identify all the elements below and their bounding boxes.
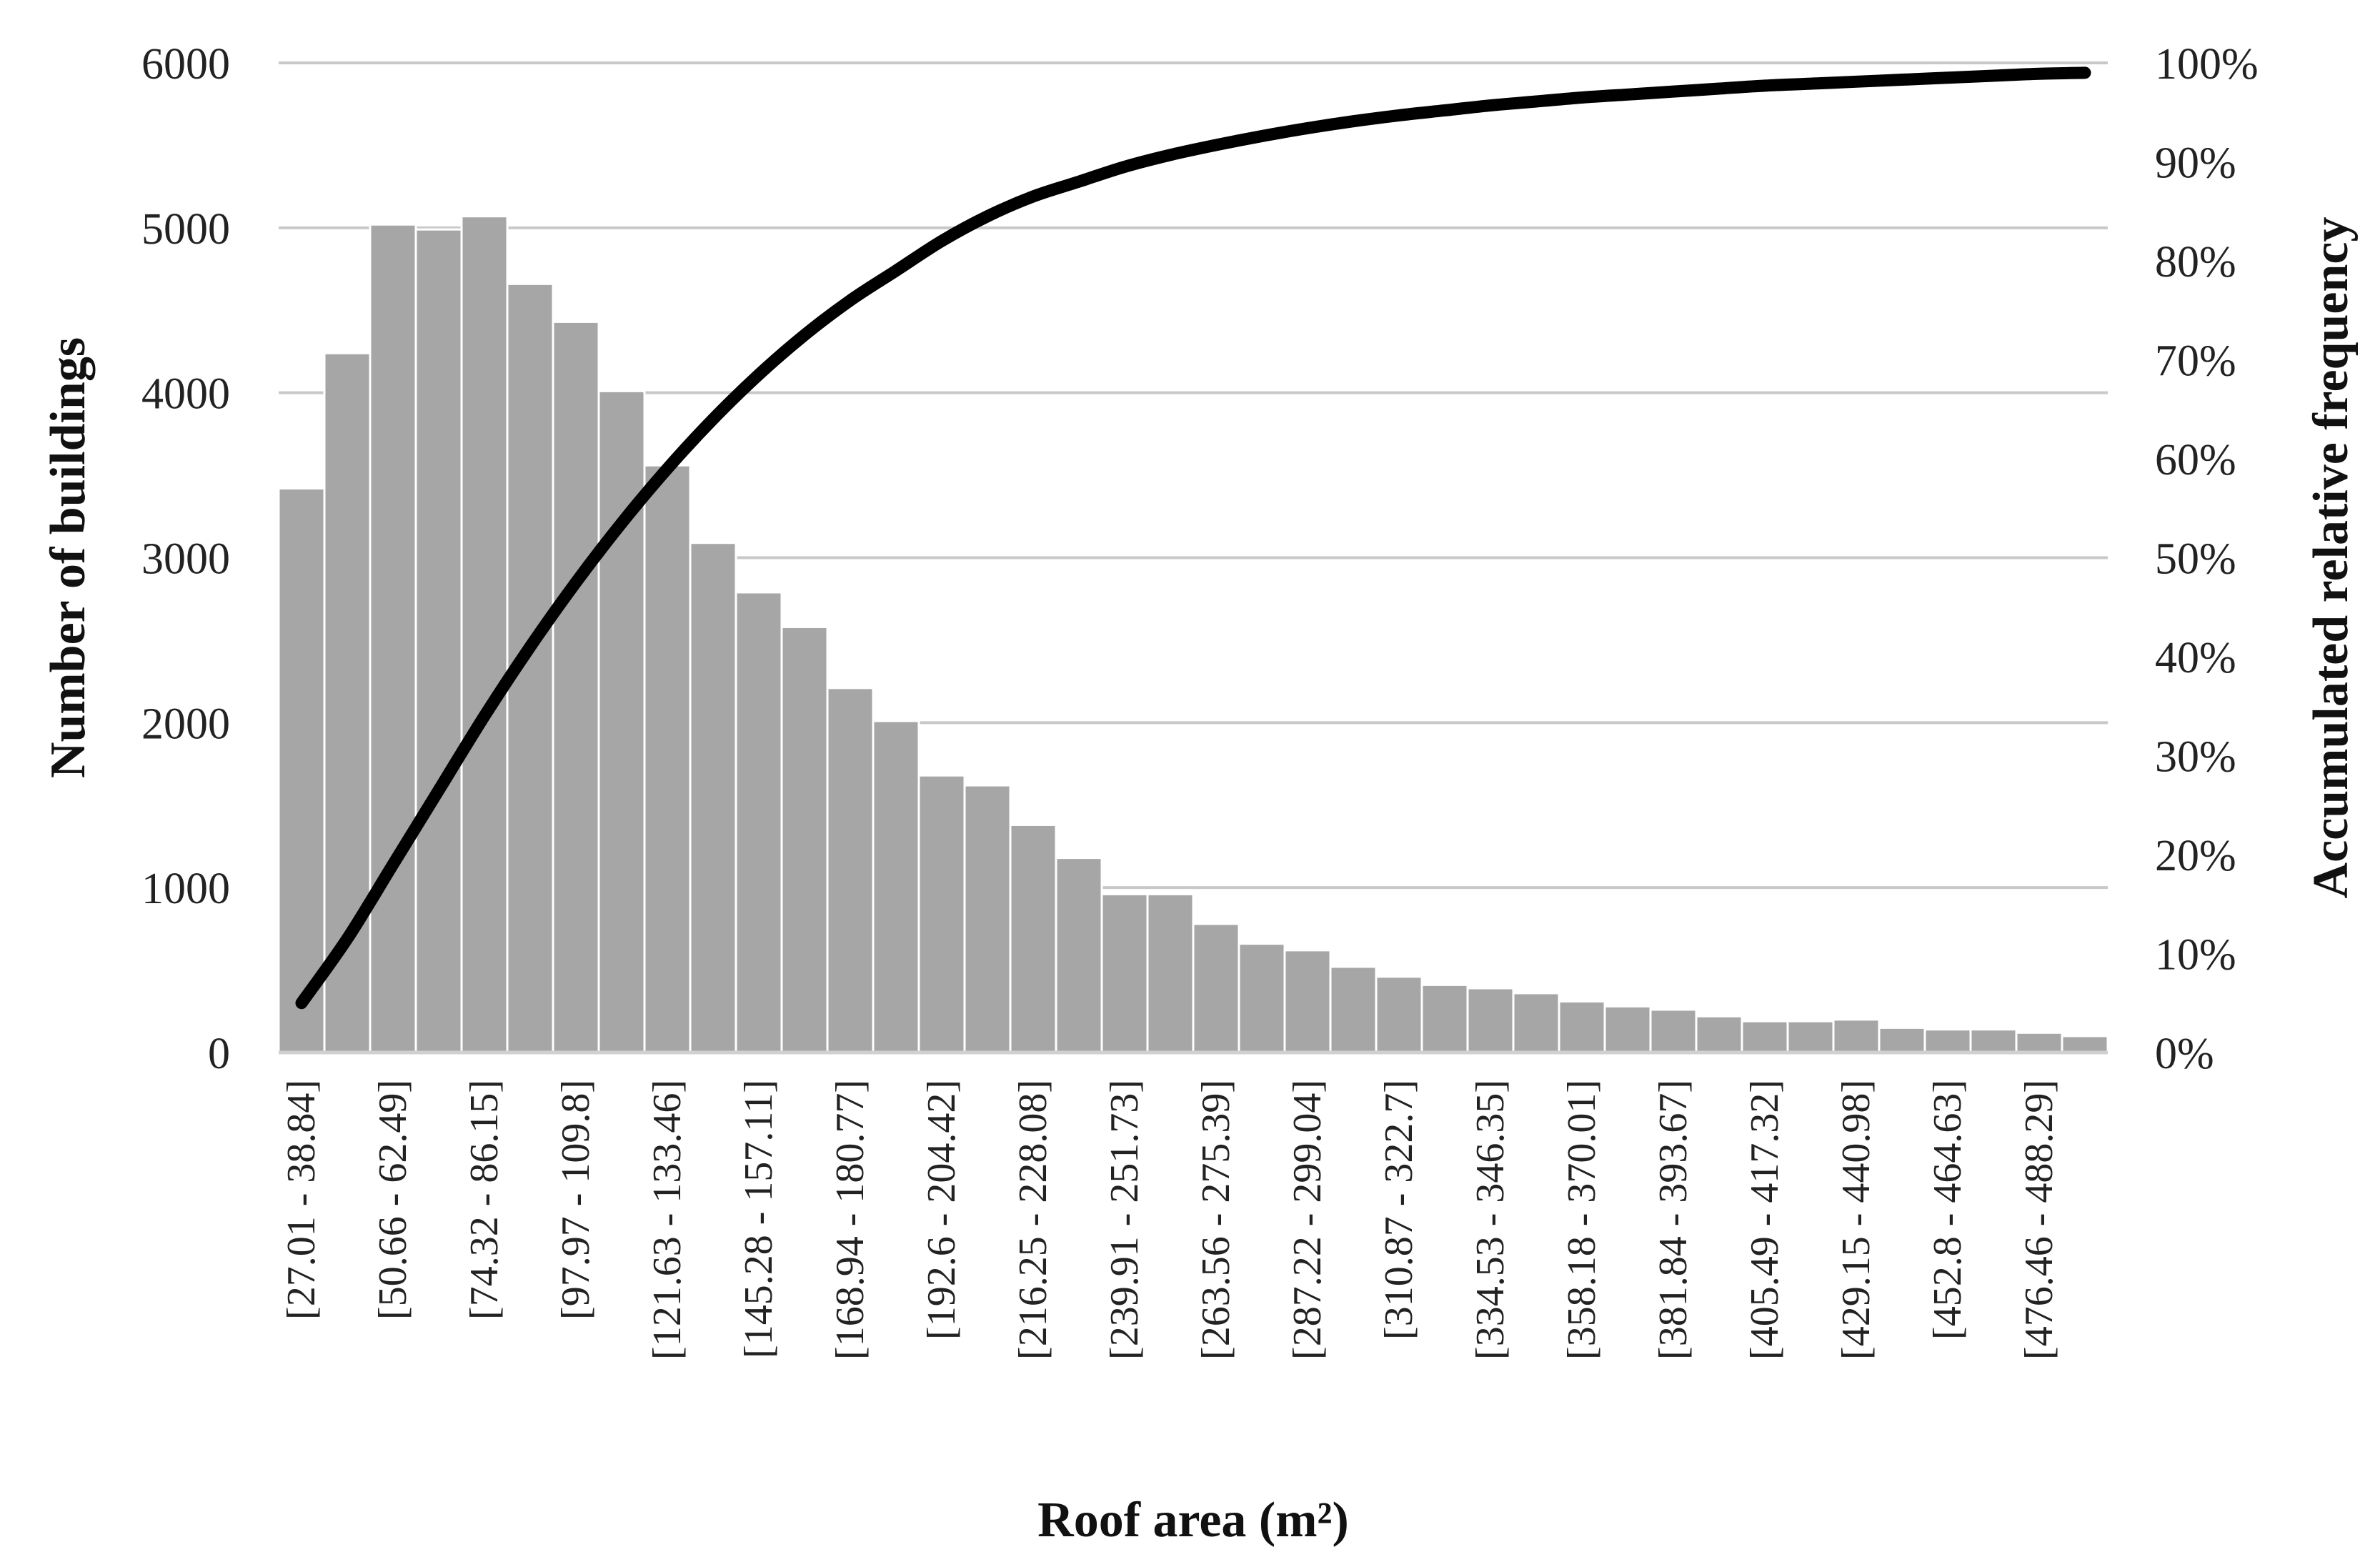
bar xyxy=(2061,1035,2109,1054)
x-category-label: [97.97 - 109.8] xyxy=(554,1080,598,1320)
y2-tick-label: 30% xyxy=(2155,733,2236,782)
bar xyxy=(1420,983,1469,1054)
y-axis-title: Number of buildings xyxy=(41,337,96,778)
x-category-label: [334.53 - 346.35] xyxy=(1468,1080,1513,1360)
bar xyxy=(1466,987,1515,1054)
x-category-label: [358.18 - 370.01] xyxy=(1560,1080,1604,1360)
x-category-label: [168.94 - 180.77] xyxy=(828,1080,872,1360)
x-category-label: [476.46 - 488.29] xyxy=(2017,1080,2061,1360)
bar xyxy=(277,487,326,1054)
y-tick-label: 2000 xyxy=(141,700,230,748)
y2-tick-label: 70% xyxy=(2155,337,2236,386)
bar xyxy=(2015,1031,2063,1054)
x-category-label: [381.84 - 393.67] xyxy=(1651,1080,1696,1360)
bar xyxy=(1786,1020,1835,1054)
y-tick-label: 3000 xyxy=(141,535,230,584)
y2-tick-label: 100% xyxy=(2155,40,2259,89)
bar xyxy=(1832,1018,1881,1054)
bar xyxy=(643,464,692,1054)
bar xyxy=(917,774,966,1054)
x-category-label: [239.91 - 251.73] xyxy=(1102,1080,1147,1360)
bar xyxy=(1695,1015,1743,1054)
bar xyxy=(1741,1020,1789,1054)
y-tick-label: 1000 xyxy=(141,865,230,913)
bar xyxy=(963,784,1012,1054)
bar xyxy=(1146,892,1195,1054)
category-labels: [27.01 - 38.84] [50.66 - 62.49] [74.32 - 8… xyxy=(279,1080,2061,1360)
bar xyxy=(1649,1008,1698,1054)
left-axis-ticks: 0 1000 2000 3000 4000 5000 6000 xyxy=(141,40,230,1078)
x-category-label: [192.6 - 204.42] xyxy=(920,1080,964,1340)
y2-tick-label: 40% xyxy=(2155,634,2236,682)
bar xyxy=(1192,922,1240,1054)
bar xyxy=(1238,942,1286,1054)
cumulative-line-path xyxy=(295,66,2091,1010)
y2-tick-label: 20% xyxy=(2155,832,2236,880)
y2-tick-label: 80% xyxy=(2155,238,2236,287)
y2-tick-label: 50% xyxy=(2155,535,2236,584)
x-category-label: [429.15 - 440.98] xyxy=(1834,1080,1878,1360)
bar xyxy=(460,215,509,1054)
bar xyxy=(597,389,646,1054)
bar xyxy=(780,625,829,1054)
bar xyxy=(369,223,417,1054)
bar xyxy=(552,320,600,1054)
y-tick-label: 6000 xyxy=(141,40,230,89)
x-category-label: [74.32 - 86.15] xyxy=(462,1080,507,1320)
right-axis-ticks: 0% 10% 20% 30% 40% 50% 60% 70% 80% 90% 100% xyxy=(2155,40,2259,1078)
x-axis-title: Roof area (m²) xyxy=(1037,1493,1349,1548)
bar xyxy=(1375,975,1423,1054)
x-category-label: [287.22 - 299.04] xyxy=(1285,1080,1330,1360)
bar xyxy=(735,591,783,1054)
cumulative-frequency-line xyxy=(295,66,2091,1010)
bar xyxy=(1512,992,1560,1054)
bar xyxy=(1283,949,1332,1054)
x-category-label: [50.66 - 62.49] xyxy=(371,1080,415,1320)
y2-axis-title: Accumulated relative frequency xyxy=(2304,217,2359,899)
x-category-label: [27.01 - 38.84] xyxy=(279,1080,324,1320)
y-tick-label: 0 xyxy=(208,1030,230,1078)
y2-tick-label: 90% xyxy=(2155,139,2236,188)
bar xyxy=(689,542,737,1054)
bar xyxy=(1603,1005,1652,1054)
y2-tick-label: 60% xyxy=(2155,436,2236,484)
bar xyxy=(1100,892,1149,1054)
y-tick-label: 5000 xyxy=(141,205,230,254)
x-category-label: [310.87 - 322.7] xyxy=(1377,1080,1421,1340)
y-tick-label: 4000 xyxy=(141,370,230,419)
bars xyxy=(277,215,2109,1054)
bar xyxy=(414,228,463,1054)
x-category-label: [405.49 - 417.32] xyxy=(1743,1080,1787,1360)
x-category-label: [121.63 - 133.46] xyxy=(645,1080,689,1360)
bar xyxy=(1923,1028,1972,1054)
bar xyxy=(1009,823,1057,1054)
bar xyxy=(1969,1028,2018,1054)
bar xyxy=(1329,965,1378,1054)
bar xyxy=(872,720,920,1054)
y2-tick-label: 10% xyxy=(2155,931,2236,980)
x-category-label: [452.8 - 464.63] xyxy=(1926,1080,1970,1340)
bar xyxy=(826,687,875,1054)
x-category-label: [216.25 - 228.08] xyxy=(1011,1080,1055,1360)
bar xyxy=(1558,1000,1606,1054)
x-category-label: [145.28 - 157.11] xyxy=(737,1080,781,1358)
x-category-label: [263.56 - 275.39] xyxy=(1194,1080,1238,1360)
bar xyxy=(1055,857,1103,1054)
bar xyxy=(1878,1026,1926,1054)
y2-tick-label: 0% xyxy=(2155,1030,2214,1078)
